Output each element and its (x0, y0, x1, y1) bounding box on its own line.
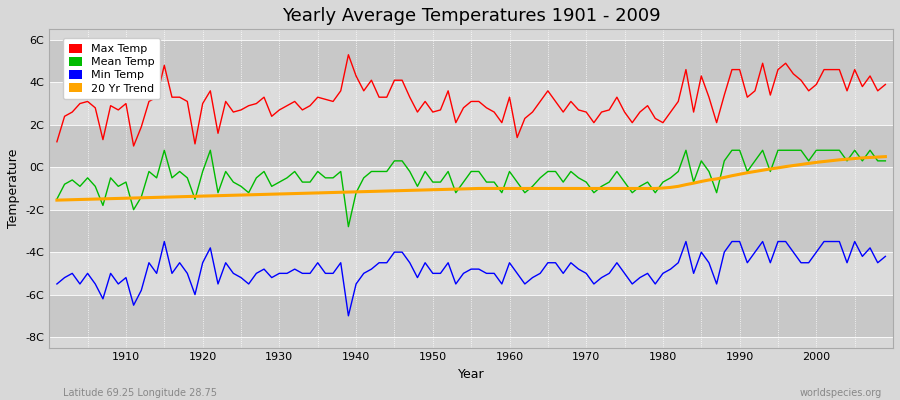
Bar (50, 125, 893, 167)
Bar (50, 82, 893, 125)
Y-axis label: Temperature: Temperature (7, 149, 20, 228)
Title: Yearly Average Temperatures 1901 - 2009: Yearly Average Temperatures 1901 - 2009 (282, 7, 661, 25)
Bar (50, 294, 893, 337)
Legend: Max Temp, Mean Temp, Min Temp, 20 Yr Trend: Max Temp, Mean Temp, Min Temp, 20 Yr Tre… (63, 38, 160, 99)
Text: worldspecies.org: worldspecies.org (800, 388, 882, 398)
Bar (50, 210, 893, 252)
Text: Latitude 69.25 Longitude 28.75: Latitude 69.25 Longitude 28.75 (63, 388, 217, 398)
X-axis label: Year: Year (458, 368, 484, 381)
Bar (50, 167, 893, 210)
Bar (50, 252, 893, 294)
Bar (50, 40, 893, 82)
